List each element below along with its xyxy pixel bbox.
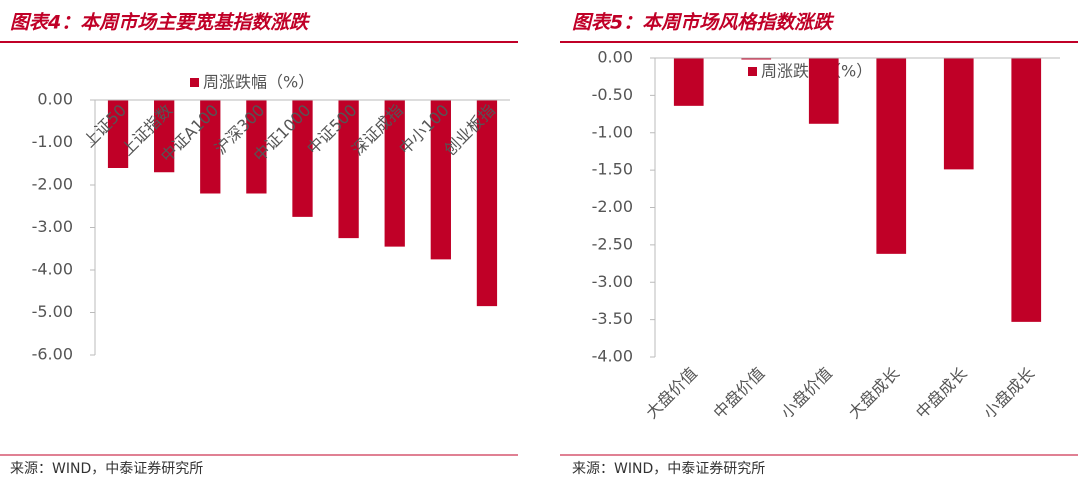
y-tick-label: -5.00 — [32, 302, 73, 321]
legend-label: 周涨跌幅（%） — [203, 73, 314, 92]
x-tick-label: 小盘成长 — [980, 364, 1039, 423]
x-tick-label: 大盘成长 — [845, 364, 904, 423]
y-tick-label: -1.50 — [592, 160, 633, 179]
x-tick-label: 小盘价值 — [777, 364, 836, 423]
bar — [876, 58, 907, 254]
source: 来源：WIND，中泰证券研究所 — [572, 461, 765, 477]
y-tick-label: -0.50 — [592, 85, 633, 104]
y-tick-label: -4.00 — [592, 347, 633, 366]
bar — [154, 100, 175, 173]
y-tick-label: -2.50 — [592, 234, 633, 253]
bar — [338, 100, 359, 239]
y-tick-label: 0.00 — [597, 48, 633, 67]
x-tick-label: 大盘价值 — [642, 364, 701, 423]
y-tick-label: 0.00 — [37, 90, 73, 109]
y-tick-label: -1.00 — [32, 132, 73, 151]
bar — [476, 100, 498, 307]
x-tick-label: 中盘成长 — [912, 364, 971, 423]
bar — [741, 58, 772, 60]
bar — [430, 100, 451, 260]
bar — [673, 58, 704, 106]
bar — [384, 100, 405, 247]
y-tick-label: -3.50 — [592, 309, 633, 328]
bar — [200, 100, 221, 194]
y-tick-label: -1.00 — [592, 122, 633, 141]
y-tick-label: -2.00 — [32, 175, 73, 194]
bar — [246, 100, 267, 194]
y-tick-label: -2.00 — [592, 197, 633, 216]
bar — [943, 58, 974, 170]
y-tick-label: -3.00 — [32, 217, 73, 236]
source: 来源：WIND，中泰证券研究所 — [10, 461, 203, 477]
x-tick-label: 中盘价值 — [710, 364, 769, 423]
bar — [107, 100, 129, 168]
y-tick-label: -6.00 — [32, 345, 73, 364]
bar — [808, 58, 839, 124]
y-tick-label: -3.00 — [592, 272, 633, 291]
y-tick-label: -4.00 — [32, 260, 73, 279]
bar — [1011, 58, 1042, 322]
legend-swatch — [190, 78, 199, 87]
chart-title: 图表5：本周市场风格指数涨跌 — [572, 12, 835, 34]
bar — [292, 100, 313, 217]
legend-swatch — [748, 67, 757, 76]
chart-title: 图表4：本周市场主要宽基指数涨跌 — [10, 12, 311, 34]
